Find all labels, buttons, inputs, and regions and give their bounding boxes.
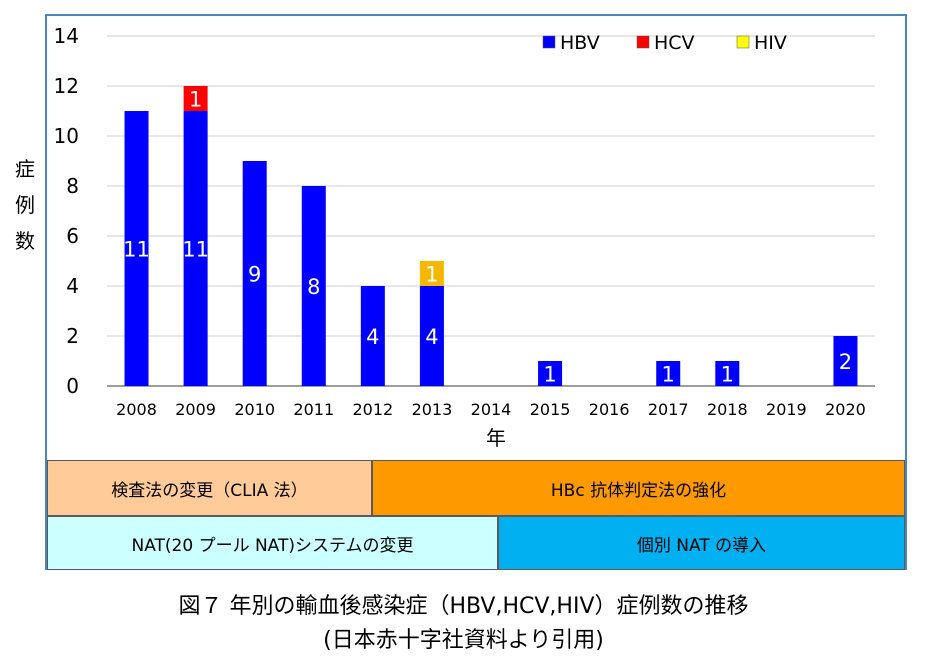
y-tick-label: 6 <box>66 224 79 248</box>
legend-swatch-hbv <box>542 35 556 49</box>
legend-label-hcv: HCV <box>654 32 695 54</box>
bar-hbv <box>715 361 740 386</box>
data-label: 1 <box>721 363 734 387</box>
bar-hbv <box>656 361 681 386</box>
x-tick-label: 2016 <box>589 400 630 419</box>
data-label: 8 <box>307 275 320 299</box>
x-axis-label: 年 <box>486 426 506 450</box>
x-tick-label: 2014 <box>471 400 512 419</box>
bar-hbv <box>124 111 149 386</box>
bar-hbv <box>242 161 267 386</box>
x-tick-label: 2011 <box>293 400 334 419</box>
x-tick-label: 2015 <box>530 400 571 419</box>
x-tick-label: 2010 <box>234 400 275 419</box>
data-label: 9 <box>248 263 261 287</box>
figure-caption-title: 図７ 年別の輸血後感染症（HBV,HCV,HIV）症例数の推移 <box>178 594 749 619</box>
data-label: 4 <box>425 325 438 349</box>
bar-hbv <box>833 336 858 386</box>
data-label: 1 <box>189 88 202 112</box>
bar-hbv <box>360 286 385 386</box>
x-tick-label: 2008 <box>116 400 157 419</box>
data-label: 11 <box>123 238 150 262</box>
data-label: 1 <box>543 363 556 387</box>
x-tick-label: 2019 <box>766 400 807 419</box>
x-tick-label: 2018 <box>707 400 748 419</box>
bar-hbv <box>301 186 326 386</box>
bar-hiv <box>419 261 444 286</box>
x-tick-label: 2012 <box>352 400 393 419</box>
band-individual-nat: 個別 NAT の導入 <box>498 516 905 570</box>
x-tick-label: 2017 <box>648 400 689 419</box>
data-label: 1 <box>425 263 438 287</box>
figure-caption-source: (日本赤十字社資料より引用) <box>323 628 604 653</box>
data-label: 1 <box>662 363 675 387</box>
bar-hcv <box>183 86 208 111</box>
y-tick-label: 4 <box>66 274 79 298</box>
band-nat-pool-change: NAT(20 プール NAT)システムの変更 <box>47 516 498 570</box>
data-label: 2 <box>839 350 852 374</box>
data-label: 4 <box>366 325 379 349</box>
bar-hbv <box>538 361 563 386</box>
legend-swatch-hcv <box>636 35 650 49</box>
figure-frame: 0 2 4 6 8 10 12 14 症例数 11 2008 11 1 2009 9 2010 8 2011 4 20… <box>15 14 907 570</box>
x-tick-label: 2009 <box>175 400 216 419</box>
legend-label-hiv: HIV <box>754 32 787 54</box>
y-axis-label-char: 症 <box>15 157 35 181</box>
y-axis-label-char: 数 <box>15 229 35 253</box>
data-label: 11 <box>182 238 209 262</box>
y-tick-label: 8 <box>66 174 79 198</box>
band-hbc-antibody: HBc 抗体判定法の強化 <box>372 460 905 516</box>
bar-hbv <box>183 111 208 386</box>
y-tick-label: 10 <box>54 124 79 148</box>
y-axis-label-char: 例 <box>15 193 35 217</box>
y-tick-label: 0 <box>66 374 79 398</box>
y-tick-label: 12 <box>54 74 79 98</box>
legend-swatch-hiv <box>736 35 750 49</box>
y-tick-label: 14 <box>54 24 79 48</box>
x-tick-label: 2020 <box>825 400 866 419</box>
legend-label-hbv: HBV <box>560 32 600 54</box>
bar-hbv <box>419 286 444 386</box>
y-tick-label: 2 <box>66 324 79 348</box>
x-tick-label: 2013 <box>412 400 453 419</box>
band-clia-method: 検査法の変更（CLIA 法） <box>47 460 372 516</box>
